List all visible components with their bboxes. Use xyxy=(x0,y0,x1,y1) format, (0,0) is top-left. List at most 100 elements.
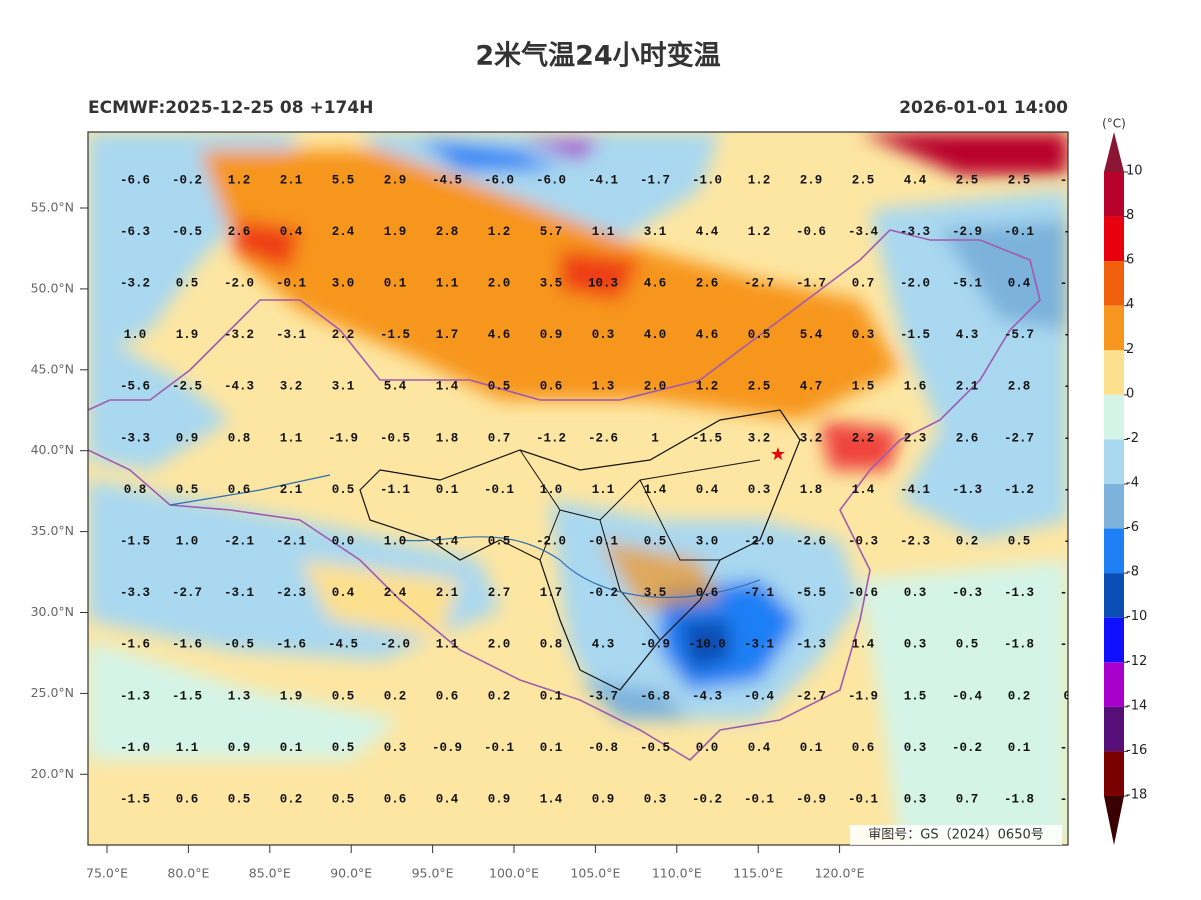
grid-value: 4.6 xyxy=(696,328,719,342)
grid-value: 2.3 xyxy=(904,431,927,445)
grid-value: -4.1 xyxy=(900,483,930,497)
colorbar-label: -18 xyxy=(1126,787,1147,802)
lon-label: 85.0°E xyxy=(249,866,291,881)
grid-value: -4.5 xyxy=(432,173,462,187)
grid-value: 0.4 xyxy=(280,225,303,239)
grid-value: -0.3 xyxy=(952,586,982,600)
grid-value: -0.1 xyxy=(744,792,774,806)
grid-value: 4 xyxy=(79,638,87,652)
grid-value: 0.6 xyxy=(540,380,563,394)
stamp: 审图号：GS（2024）0650号 xyxy=(868,828,1044,843)
grid-value: 1.4 xyxy=(540,792,563,806)
grid-value: 4 xyxy=(79,534,87,548)
colorbar-bin xyxy=(1104,172,1124,217)
grid-value: 0.3 xyxy=(904,741,927,755)
grid-value: 1.0 xyxy=(540,483,563,497)
grid-value: -0.1 xyxy=(484,483,514,497)
grid-value: 1.0 xyxy=(384,534,407,548)
grid-value: 0.9 xyxy=(228,741,251,755)
grid-value: 2.1 xyxy=(436,586,459,600)
grid-value: -0. xyxy=(1060,792,1083,806)
lon-label: 100.0°E xyxy=(489,866,539,881)
grid-value: 2.5 xyxy=(1008,173,1031,187)
grid-value: -3.1 xyxy=(276,328,306,342)
grid-value: -0.8 xyxy=(588,741,618,755)
grid-value: 1.1 xyxy=(592,483,615,497)
grid-value: 1.5 xyxy=(852,380,875,394)
grid-value: 2 xyxy=(79,741,87,755)
grid-value: 2.2 xyxy=(332,328,355,342)
grid-value: -0.5 xyxy=(224,638,254,652)
subtitle-right: 2026-01-01 14:00 xyxy=(899,98,1068,118)
grid-value: 0.3 xyxy=(904,586,927,600)
grid-value: -0.1 xyxy=(1004,225,1034,239)
grid-value: -3.7 xyxy=(588,689,618,703)
grid-value: 4.4 xyxy=(904,173,927,187)
grid-value: -1.0 xyxy=(692,173,722,187)
grid-value: 1.1 xyxy=(592,225,615,239)
stamp-bg xyxy=(850,825,1062,845)
grid-value: -3.2 xyxy=(120,276,150,290)
grid-value: 0.3 xyxy=(644,792,667,806)
grid-value: -0.1 xyxy=(276,276,306,290)
grid-value: 0.5 xyxy=(1008,534,1031,548)
grid-value: -0.5 xyxy=(640,741,670,755)
grid-value: -1.8 xyxy=(1004,638,1034,652)
grid-value: 0.5 xyxy=(748,328,771,342)
grid-value: 2.9 xyxy=(800,173,823,187)
grid-value: 1.2 xyxy=(748,173,771,187)
lat-label: 30.0°N xyxy=(31,604,74,619)
grid-value: -1.5 xyxy=(120,792,150,806)
colorbar-bin xyxy=(1104,394,1124,440)
grid-value: 0.5 xyxy=(956,638,979,652)
grid-value: -2.0 xyxy=(380,638,410,652)
grid-value: -0.1 xyxy=(848,792,878,806)
grid-value: 0.4 xyxy=(436,792,459,806)
grid-value: 0.9 xyxy=(488,792,511,806)
grid-value: 0.1 xyxy=(800,741,823,755)
grid-value: -0.6 xyxy=(848,586,878,600)
grid-value: -2.0 xyxy=(744,534,774,548)
grid-value: 0.5 xyxy=(332,792,355,806)
grid-value: 1.2 xyxy=(696,380,719,394)
grid-value: -1.5 xyxy=(120,534,150,548)
grid-value: 2.7 xyxy=(488,586,511,600)
grid-value: 0.6 xyxy=(852,741,875,755)
grid-value: -0.1 xyxy=(588,534,618,548)
grid-value: -1.6 xyxy=(276,638,306,652)
grid-value: -3.1 xyxy=(744,638,774,652)
grid-value: 2.4 xyxy=(384,586,407,600)
grid-value: 1.1 xyxy=(280,431,303,445)
grid-value: 2.6 xyxy=(696,276,719,290)
grid-value: -3.3 xyxy=(120,431,150,445)
grid-value: 0.6 xyxy=(436,689,459,703)
grid-value: 3.5 xyxy=(540,276,563,290)
colorbar-label: 10 xyxy=(1126,164,1143,179)
grid-value: 0.1 xyxy=(384,276,407,290)
grid-value: 4.3 xyxy=(956,328,979,342)
colorbar-bin xyxy=(1104,528,1124,574)
lat-label: 50.0°N xyxy=(31,280,74,295)
grid-value: 6 xyxy=(79,380,87,394)
grid-value: 1.2 xyxy=(488,225,511,239)
colorbar-label: -16 xyxy=(1126,743,1147,758)
grid-value: -1.8 xyxy=(1004,792,1034,806)
grid-value: 2.6 xyxy=(956,431,979,445)
lon-label: 115.0°E xyxy=(733,866,783,881)
grid-value: 1.7 xyxy=(540,586,563,600)
grid-value: 5 xyxy=(79,431,87,445)
grid-value: -2.0 xyxy=(536,534,566,548)
title: 2米气温24小时变温 xyxy=(475,40,720,72)
grid-value: 0.9 xyxy=(540,328,563,342)
grid-value: -3.2 xyxy=(224,328,254,342)
grid-value: -0.2 xyxy=(952,741,982,755)
grid-value: 1.5 xyxy=(904,689,927,703)
grid-value: 0.3 xyxy=(748,483,771,497)
lon-label: 80.0°E xyxy=(167,866,209,881)
grid-value: 0.6 xyxy=(176,792,199,806)
grid-value: 0.5 xyxy=(332,741,355,755)
grid-value: -1.5 xyxy=(692,431,722,445)
grid-value: -2.0 xyxy=(224,276,254,290)
grid-value: -5.7 xyxy=(1004,328,1034,342)
grid-value: -0.9 xyxy=(796,792,826,806)
